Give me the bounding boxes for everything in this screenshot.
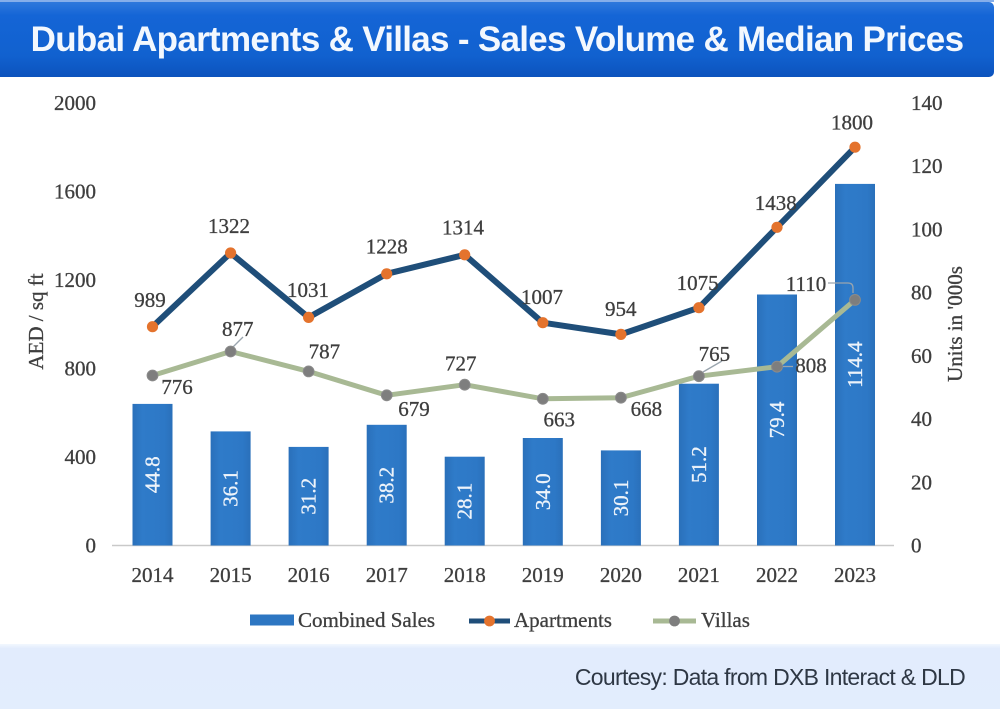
svg-text:954: 954	[605, 297, 637, 321]
svg-text:36.1: 36.1	[219, 470, 243, 507]
svg-text:776: 776	[161, 375, 193, 399]
svg-text:765: 765	[699, 342, 731, 366]
svg-text:808: 808	[795, 354, 827, 378]
svg-text:1228: 1228	[366, 234, 408, 258]
svg-text:AED / sq ft: AED / sq ft	[24, 273, 48, 369]
svg-text:1110: 1110	[786, 272, 826, 296]
svg-text:44.8: 44.8	[141, 456, 165, 493]
svg-text:Combined Sales: Combined Sales	[298, 608, 435, 632]
svg-text:114.4: 114.4	[843, 341, 867, 388]
svg-text:100: 100	[911, 217, 943, 241]
svg-text:1007: 1007	[521, 285, 563, 309]
svg-text:1200: 1200	[54, 268, 96, 292]
svg-text:34.0: 34.0	[531, 473, 555, 510]
svg-text:2019: 2019	[522, 563, 564, 587]
svg-text:989: 989	[134, 288, 166, 312]
svg-text:2017: 2017	[366, 563, 408, 587]
svg-text:2021: 2021	[678, 563, 720, 587]
svg-text:79.4: 79.4	[765, 401, 789, 438]
svg-text:787: 787	[309, 339, 341, 363]
svg-text:Villas: Villas	[701, 608, 750, 632]
svg-text:120: 120	[911, 154, 943, 178]
svg-text:0: 0	[911, 534, 922, 558]
svg-text:1600: 1600	[54, 180, 96, 204]
svg-text:31.2: 31.2	[297, 478, 321, 515]
svg-text:38.2: 38.2	[375, 467, 399, 504]
svg-text:800: 800	[65, 357, 97, 381]
svg-text:0: 0	[86, 534, 97, 558]
svg-text:1800: 1800	[831, 110, 873, 134]
svg-text:2022: 2022	[756, 563, 798, 587]
svg-text:40: 40	[911, 407, 932, 431]
svg-text:20: 20	[911, 470, 932, 494]
svg-text:2015: 2015	[210, 563, 252, 587]
svg-text:1075: 1075	[677, 271, 719, 295]
svg-text:668: 668	[631, 397, 663, 421]
svg-text:80: 80	[911, 281, 932, 305]
svg-text:2018: 2018	[444, 563, 486, 587]
svg-text:1322: 1322	[208, 214, 250, 238]
svg-text:679: 679	[398, 397, 430, 421]
svg-text:1031: 1031	[287, 278, 329, 302]
svg-text:663: 663	[543, 408, 575, 432]
svg-text:51.2: 51.2	[687, 446, 711, 483]
svg-text:Apartments: Apartments	[514, 608, 612, 632]
svg-text:2014: 2014	[132, 563, 175, 587]
svg-text:2023: 2023	[834, 563, 876, 587]
svg-text:877: 877	[222, 317, 254, 341]
svg-text:2000: 2000	[54, 91, 96, 115]
svg-text:30.1: 30.1	[609, 480, 633, 517]
svg-text:Units in '000s: Units in '000s	[943, 266, 967, 382]
svg-text:2016: 2016	[288, 563, 330, 587]
svg-text:60: 60	[911, 344, 932, 368]
svg-text:28.1: 28.1	[453, 483, 477, 520]
svg-text:727: 727	[445, 352, 477, 376]
svg-text:1314: 1314	[442, 215, 485, 239]
svg-text:2020: 2020	[600, 563, 642, 587]
svg-text:400: 400	[65, 445, 97, 469]
svg-text:1438: 1438	[755, 191, 797, 215]
svg-text:140: 140	[911, 91, 943, 115]
